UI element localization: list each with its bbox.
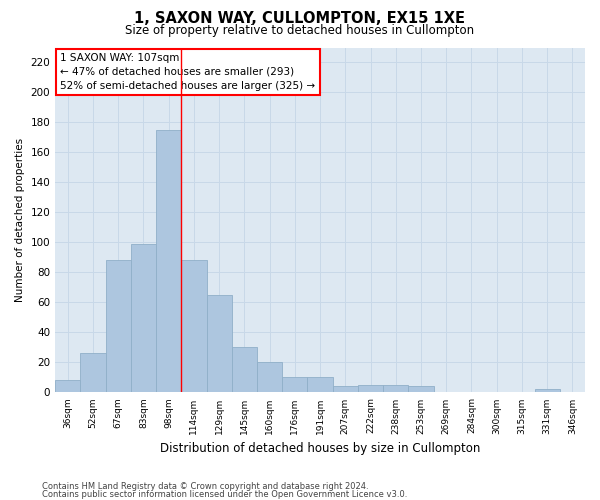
Bar — [409, 386, 434, 392]
Bar — [257, 362, 282, 392]
Bar — [181, 260, 206, 392]
Bar — [383, 385, 409, 392]
Bar — [535, 390, 560, 392]
X-axis label: Distribution of detached houses by size in Cullompton: Distribution of detached houses by size … — [160, 442, 480, 455]
Bar — [307, 378, 332, 392]
Text: Size of property relative to detached houses in Cullompton: Size of property relative to detached ho… — [125, 24, 475, 37]
Bar — [232, 348, 257, 393]
Bar — [156, 130, 181, 392]
Text: 1 SAXON WAY: 107sqm
← 47% of detached houses are smaller (293)
52% of semi-detac: 1 SAXON WAY: 107sqm ← 47% of detached ho… — [61, 52, 316, 90]
Y-axis label: Number of detached properties: Number of detached properties — [15, 138, 25, 302]
Bar — [80, 354, 106, 393]
Bar — [55, 380, 80, 392]
Bar — [332, 386, 358, 392]
Bar — [206, 295, 232, 392]
Text: 1, SAXON WAY, CULLOMPTON, EX15 1XE: 1, SAXON WAY, CULLOMPTON, EX15 1XE — [134, 11, 466, 26]
Text: Contains public sector information licensed under the Open Government Licence v3: Contains public sector information licen… — [42, 490, 407, 499]
Bar — [358, 385, 383, 392]
Bar — [106, 260, 131, 392]
Bar — [282, 378, 307, 392]
Bar — [131, 244, 156, 392]
Text: Contains HM Land Registry data © Crown copyright and database right 2024.: Contains HM Land Registry data © Crown c… — [42, 482, 368, 491]
